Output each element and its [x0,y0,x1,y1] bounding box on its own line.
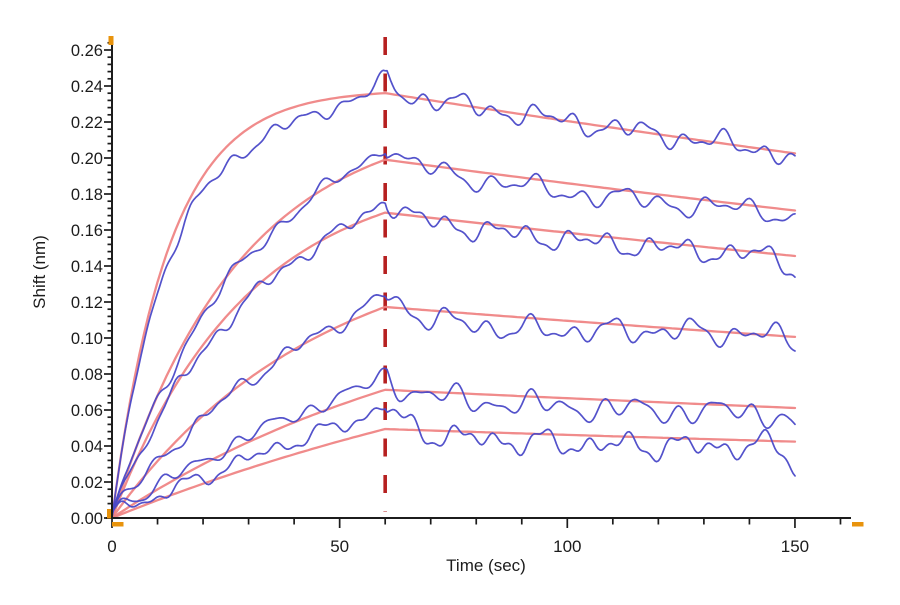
y-tick-label: 0.06 [71,402,103,420]
data-trace-3 [111,201,796,515]
data-trace-6 [111,407,796,514]
y-tick-label: 0.14 [71,258,103,276]
y-axis-title: Shift (nm) [30,235,49,309]
y-axis-bottom-range-marker [107,509,111,519]
fit-trace-4 [110,305,797,520]
x-axis-start-range-marker [112,522,124,527]
fit-trace-3 [110,211,797,520]
y-tick-label: 0.04 [71,438,103,456]
data-trace-2 [111,152,796,517]
data-trace-5 [111,367,796,514]
y-tick-label: 0.16 [71,222,103,240]
x-tick-label: 150 [781,537,809,556]
data-trace-1 [111,69,796,519]
y-tick-label: 0.00 [71,510,103,528]
fit-trace-2 [110,158,797,520]
y-tick-label: 0.22 [71,114,103,132]
y-tick-label: 0.12 [71,294,103,312]
y-tick-label: 0.02 [71,474,103,492]
x-tick-label: 100 [553,537,581,556]
x-tick-label: 0 [107,537,116,556]
y-tick-label: 0.18 [71,186,103,204]
y-axis-top-range-marker [108,36,114,45]
fit-trace-1 [110,91,797,520]
y-tick-label: 0.08 [71,366,103,384]
plot-root: 0.00 0.02 0.04 0.06 0.08 0.10 0.12 0.14 0.16 0.18… [71,36,864,556]
y-tick-label: 0.10 [71,330,103,348]
x-tick-label: 50 [330,537,349,556]
x-axis-title: Time (sec) [446,556,526,575]
y-tick-label: 0.24 [71,78,103,96]
x-axis-end-range-marker [852,522,864,527]
fit-trace-6 [110,427,797,520]
data-trace-4 [111,294,796,514]
y-tick-label: 0.26 [71,42,103,60]
y-tick-label: 0.20 [71,150,103,168]
